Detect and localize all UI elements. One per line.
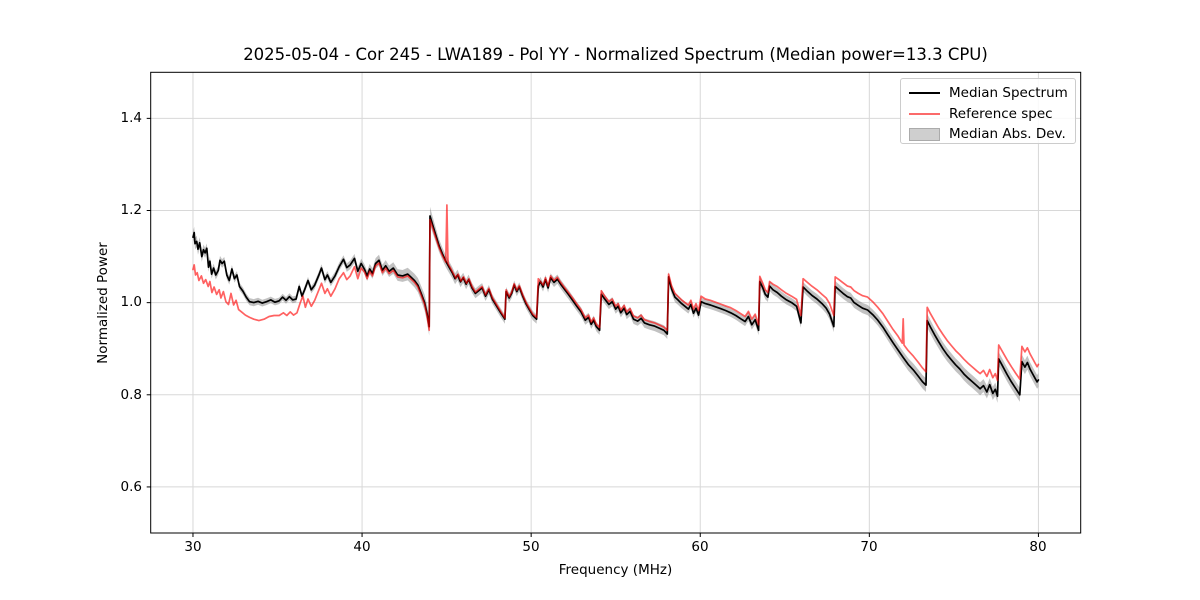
y-tick-label: 1.0 [120,294,142,310]
y-tick-label: 1.4 [120,110,142,126]
red-line-sample-icon [909,112,940,115]
reference-spec-line [192,204,1040,382]
legend: Median Spectrum Reference spec Median Ab… [900,78,1076,144]
legend-item-median-abs-dev: Median Abs. Dev. [909,124,1069,145]
y-axis-label: Normalized Power [95,242,111,364]
chart-title: 2025-05-04 - Cor 245 - LWA189 - Pol YY -… [243,45,988,64]
x-tick-label: 50 [522,539,540,555]
x-tick-label: 40 [353,539,371,555]
x-tick-label: 80 [1029,539,1047,555]
median-spectrum-line [192,215,1040,398]
y-tick-label: 0.6 [120,479,142,495]
axis-ticks [146,117,1039,537]
x-tick-label: 30 [184,539,202,555]
legend-item-median-spectrum: Median Spectrum [909,83,1069,104]
x-axis-label: Frequency (MHz) [558,562,673,578]
legend-label: Median Abs. Dev. [949,126,1066,143]
gray-patch-sample-icon [909,127,940,141]
x-tick-label: 70 [860,539,878,555]
plot-border [150,71,1082,534]
legend-label: Median Spectrum [949,85,1068,102]
black-line-sample-icon [909,92,940,95]
x-tick-label: 60 [691,539,709,555]
legend-label: Reference spec [949,105,1053,122]
legend-item-reference-spec: Reference spec [909,104,1069,125]
y-tick-label: 0.8 [120,387,142,403]
grid-lines [150,72,1081,533]
y-tick-label: 1.2 [120,202,142,218]
